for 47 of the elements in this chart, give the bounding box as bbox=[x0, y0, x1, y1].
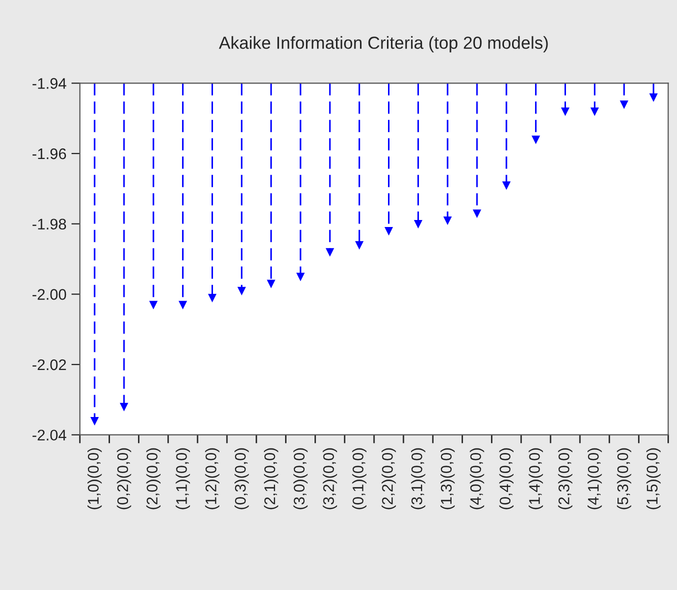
point bbox=[267, 280, 275, 288]
point bbox=[356, 241, 364, 249]
point bbox=[179, 300, 187, 309]
x-tick-label: (2,3)(0,0) bbox=[558, 448, 572, 510]
x-tick-label: (0,4)(0,0) bbox=[499, 448, 514, 510]
point bbox=[650, 93, 658, 102]
x-tick-label: (5,3)(0,0) bbox=[616, 448, 632, 510]
x-tick-label: (1,3)(0,0) bbox=[440, 448, 455, 510]
x-tick-label: (2,2)(0,0) bbox=[382, 448, 396, 510]
point bbox=[150, 300, 158, 309]
x-tick-label: (3,2)(0,0) bbox=[322, 448, 338, 510]
point bbox=[561, 108, 570, 116]
x-tick-label: (0,2)(0,0) bbox=[116, 448, 132, 510]
point bbox=[414, 220, 422, 228]
point bbox=[296, 272, 304, 280]
x-tick-label: (1,2)(0,0) bbox=[205, 448, 220, 510]
chart-title: Akaike Information Criteria (top 20 models) bbox=[218, 36, 548, 52]
point bbox=[208, 294, 216, 302]
x-tick-label: (1,5)(0,0) bbox=[646, 448, 661, 510]
point bbox=[502, 181, 510, 189]
x-tick-label: (2,1)(0,0) bbox=[264, 448, 278, 510]
x-tick-label: (1,0)(0,0) bbox=[87, 448, 102, 510]
point bbox=[326, 248, 334, 256]
point bbox=[120, 402, 128, 411]
x-tick-label: (1,4)(0,0) bbox=[528, 448, 543, 510]
y-tick-label: -1.94 bbox=[32, 78, 66, 89]
point bbox=[620, 100, 628, 108]
y-tick-label: -2.00 bbox=[32, 289, 66, 300]
x-tick-label: (3,1)(0,0) bbox=[411, 448, 426, 510]
point bbox=[590, 108, 598, 116]
point bbox=[90, 416, 98, 425]
point bbox=[444, 216, 452, 224]
x-tick-label: (0,1)(0,0) bbox=[352, 448, 366, 510]
y-tick-label: -2.04 bbox=[32, 430, 66, 441]
point bbox=[532, 136, 540, 144]
x-tick-label: (2,0)(0,0) bbox=[146, 448, 161, 510]
point bbox=[473, 209, 481, 218]
x-tick-label: (3,0)(0,0) bbox=[293, 448, 308, 510]
y-tick-label: -1.96 bbox=[32, 148, 66, 160]
point bbox=[384, 227, 393, 235]
y-tick-label: -1.98 bbox=[32, 218, 66, 230]
x-tick-label: (0,3)(0,0) bbox=[234, 448, 249, 510]
x-tick-label: (1,1)(0,0) bbox=[176, 448, 190, 510]
point bbox=[238, 286, 246, 294]
x-tick-label: (4,1)(0,0) bbox=[588, 448, 602, 510]
x-tick-label: (4,0)(0,0) bbox=[470, 448, 484, 510]
y-tick-label: -2.02 bbox=[32, 359, 66, 370]
